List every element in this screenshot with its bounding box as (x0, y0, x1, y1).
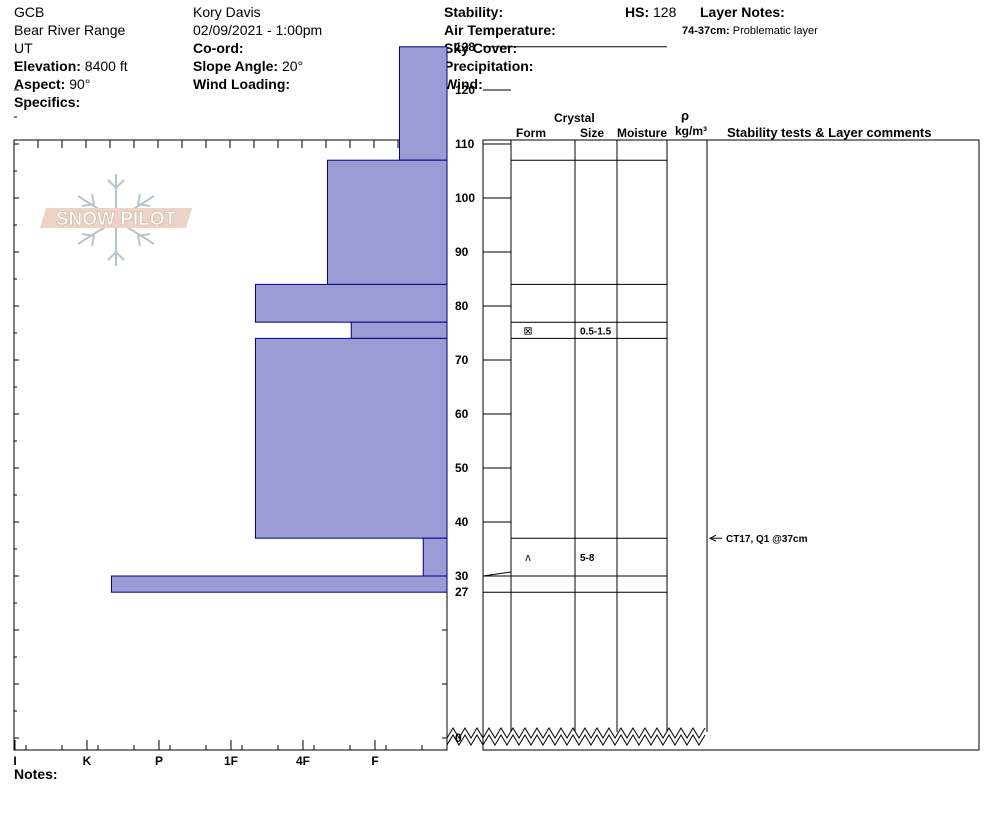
stability-comments-header: Stability tests & Layer comments (727, 125, 932, 140)
hardness-label: P (155, 754, 163, 768)
height-tick-label: 60 (455, 407, 469, 421)
height-connector-line (482, 571, 512, 577)
range-name: Bear River Range (14, 22, 126, 38)
height-tick-label: 70 (455, 353, 469, 367)
elevation: Elevation: 8400 ft (14, 57, 128, 75)
state: UT (14, 40, 33, 56)
air-temperature-label: Air Temperature: (444, 22, 556, 38)
aspect-label: Aspect: (14, 76, 66, 92)
height-tick-label: 120 (455, 83, 475, 97)
crystal-size: 0.5-1.5 (580, 326, 612, 337)
specifics-label: Specifics: (14, 94, 81, 110)
form-header: Form (516, 126, 546, 140)
size-header: Size (580, 126, 605, 140)
hardness-layer-bar (326, 159, 448, 285)
stability-label: Stability: (444, 4, 504, 20)
rho-header: ρ (681, 108, 690, 123)
hardness-layer-bar (350, 321, 448, 339)
crystal-size: 5-8 (580, 553, 595, 564)
ground-break-line-lower (446, 734, 706, 746)
elevation-label: Elevation: (14, 58, 81, 74)
layer-note-text: Problematic layer (732, 25, 818, 37)
arrow-head-icon (708, 534, 717, 542)
wind-label: Wind: (444, 76, 483, 92)
snow-height: HS: 128 (625, 3, 676, 21)
height-tick-label: 100 (455, 191, 475, 205)
ground-break-lines (446, 727, 707, 746)
moisture-header: Moisture (617, 126, 668, 140)
density-unit-header: kg/m³ (675, 124, 708, 138)
hardness-layer-bar (398, 46, 448, 161)
wind-loading-label: Wind Loading: (193, 76, 291, 92)
height-tick-label: 80 (455, 299, 469, 313)
slope-angle-value: 20° (281, 58, 304, 74)
layer-note-range: 74-37cm: (682, 25, 730, 37)
aspect: Aspect: 90° (14, 75, 90, 93)
layer-notes-label: Layer Notes: (700, 4, 785, 20)
table-frame (482, 139, 980, 751)
hardness-label: I (13, 754, 16, 768)
slope-angle: Slope Angle: 20° (193, 57, 303, 75)
observer-group: GCB (14, 4, 45, 20)
height-tick-label: 40 (455, 515, 469, 529)
height-tick-label: 128 (455, 40, 475, 54)
aspect-value: 90° (69, 76, 91, 92)
crystal-header: Crystal (554, 111, 595, 125)
hardness-layer-bar (422, 537, 448, 577)
height-tick-label: 90 (455, 245, 469, 259)
coord-label: Co-ord: (193, 40, 244, 56)
crystal-form-symbol: ʌ (525, 552, 531, 564)
hardness-label: K (83, 754, 92, 768)
height-tick-label: 30 (455, 569, 469, 583)
notes-label: Notes: (14, 766, 58, 782)
crystal-form-symbol: ⊠ (523, 325, 532, 337)
hardness-layer-bar (110, 575, 448, 593)
height-tick-label: 110 (455, 137, 475, 151)
precipitation-label: Precipitation: (444, 58, 534, 74)
hardness-layer-bar (254, 283, 448, 323)
hs-label: HS: (625, 4, 650, 20)
height-tick-label: 27 (455, 585, 469, 599)
hardness-label: F (371, 754, 378, 768)
hardness-label: 4F (296, 754, 310, 768)
height-tick-label: 0 (455, 731, 462, 745)
height-tick-label: 50 (455, 461, 469, 475)
hardness-label: 1F (224, 754, 238, 768)
observation-datetime: 02/09/2021 - 1:00pm (193, 22, 323, 38)
hardness-layer-bar (254, 337, 448, 539)
ground-break-line-upper (446, 727, 706, 739)
sky-cover-label: Sky Cover: (444, 40, 518, 56)
snowpilot-logo: SNOW PILOT (38, 170, 198, 270)
slope-angle-label: Slope Angle: (193, 58, 279, 74)
elevation-value: 8400 ft (84, 58, 128, 74)
layer-note: 74-37cm: Problematic layer (682, 22, 818, 40)
logo-text: SNOW PILOT (56, 209, 177, 230)
stability-test-label: CT17, Q1 @37cm (726, 534, 808, 545)
hs-value: 128 (653, 4, 677, 20)
observer-name: Kory Davis (193, 4, 261, 20)
